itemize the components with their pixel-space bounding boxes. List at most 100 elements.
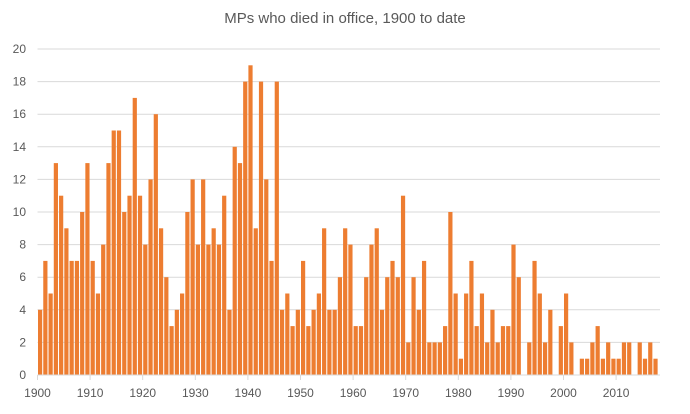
y-tick-label: 18 — [13, 75, 27, 89]
bar-1965 — [379, 309, 385, 375]
x-tick-label: 1970 — [392, 386, 419, 400]
bar-2001 — [569, 342, 574, 375]
bar-1927 — [180, 293, 185, 375]
bar-2014 — [637, 342, 642, 375]
bar-1914 — [111, 130, 116, 375]
bar-1985 — [485, 342, 490, 375]
x-axis-labels: 1900 1910 1920 1930 1940 1950 1960 1970 1980 1990… — [24, 386, 630, 400]
bar-2007 — [600, 358, 606, 375]
bar-1986 — [490, 309, 495, 375]
bar-1993 — [527, 342, 532, 375]
bar-1941 — [253, 228, 258, 375]
bar-1907 — [74, 260, 80, 375]
bar-1930 — [195, 244, 200, 375]
bar-1979 — [453, 293, 458, 375]
bar-1923 — [158, 228, 164, 375]
bar-1957 — [337, 277, 343, 375]
bar-2011 — [621, 342, 627, 375]
bar-2012 — [627, 342, 632, 375]
bar-1940 — [248, 65, 253, 376]
y-tick-label: 0 — [19, 368, 26, 382]
x-tick-label: 2010 — [603, 386, 630, 400]
x-tick-label: 1960 — [340, 386, 367, 400]
chart-title: MPs who died in office, 1900 to date — [224, 10, 466, 27]
bar-1964 — [374, 228, 379, 375]
bar-1942 — [258, 81, 264, 375]
bar-1975 — [432, 342, 437, 375]
bar-1906 — [69, 260, 74, 375]
x-axis — [37, 374, 660, 380]
bar-1922 — [153, 114, 158, 375]
bar-1910 — [90, 260, 95, 375]
bar-1913 — [106, 163, 111, 375]
bar-1954 — [322, 228, 327, 375]
bar-1946 — [279, 309, 285, 375]
bar-1951 — [306, 326, 311, 375]
bar-1947 — [285, 293, 290, 375]
bar-1931 — [201, 179, 206, 375]
bar-2000 — [564, 293, 569, 375]
bar-2017 — [653, 358, 658, 375]
y-axis: 0 2 4 6 8 10 12 14 16 18 20 — [13, 42, 27, 382]
bar-1969 — [400, 195, 406, 375]
bar-1939 — [243, 81, 248, 375]
bar-1961 — [358, 326, 364, 375]
x-tick-label: 1910 — [77, 386, 104, 400]
bar-1999 — [558, 326, 563, 375]
bar-1955 — [327, 309, 332, 375]
bar-1974 — [427, 342, 432, 375]
bar-1978 — [448, 212, 453, 375]
bar-1963 — [369, 244, 374, 375]
bar-1995 — [537, 293, 542, 375]
bar-1926 — [174, 309, 179, 375]
bar-1908 — [80, 212, 85, 375]
bar-1973 — [421, 260, 427, 375]
bar-1943 — [264, 179, 269, 375]
x-tick-label: 1900 — [24, 386, 51, 400]
bar-1983 — [474, 326, 479, 375]
bar-1956 — [332, 309, 337, 375]
y-tick-label: 12 — [13, 172, 27, 186]
bar-1904 — [59, 195, 64, 375]
bar-1953 — [316, 293, 321, 375]
bar-1929 — [190, 179, 195, 375]
bar-1950 — [301, 260, 306, 375]
bar-1905 — [64, 228, 69, 375]
y-tick-label: 20 — [13, 42, 27, 56]
bar-1919 — [137, 195, 143, 375]
bar-1938 — [237, 163, 243, 375]
y-tick-label: 10 — [13, 205, 27, 219]
bar-1968 — [395, 277, 400, 375]
bar-1981 — [464, 293, 469, 375]
bar-1918 — [132, 97, 137, 376]
bar-2016 — [648, 342, 653, 375]
x-tick-label: 1980 — [445, 386, 472, 400]
bar-1924 — [164, 277, 169, 375]
bar-1958 — [343, 228, 348, 375]
bar-1916 — [122, 212, 127, 375]
bar-2009 — [611, 358, 616, 375]
bar-1949 — [295, 309, 300, 375]
bar-2008 — [606, 342, 611, 375]
bar-1902 — [48, 293, 53, 375]
bar-1900 — [38, 309, 43, 375]
x-tick-label: 1990 — [498, 386, 525, 400]
bar-1960 — [353, 326, 358, 375]
bar-1982 — [469, 260, 474, 375]
bar-1996 — [542, 342, 548, 375]
bar-1935 — [222, 195, 227, 375]
bar-1988 — [500, 326, 506, 375]
y-tick-label: 4 — [19, 303, 26, 317]
bar-1959 — [348, 244, 353, 375]
bar-1936 — [227, 309, 232, 375]
bar-1962 — [364, 277, 369, 375]
y-tick-label: 6 — [19, 270, 26, 284]
bar-1937 — [232, 146, 237, 375]
bar-1990 — [511, 244, 516, 375]
bar-1920 — [143, 244, 148, 375]
bar-2004 — [585, 358, 590, 375]
bar-1976 — [437, 342, 442, 375]
bar-1917 — [127, 195, 132, 375]
bar-2005 — [590, 342, 595, 375]
